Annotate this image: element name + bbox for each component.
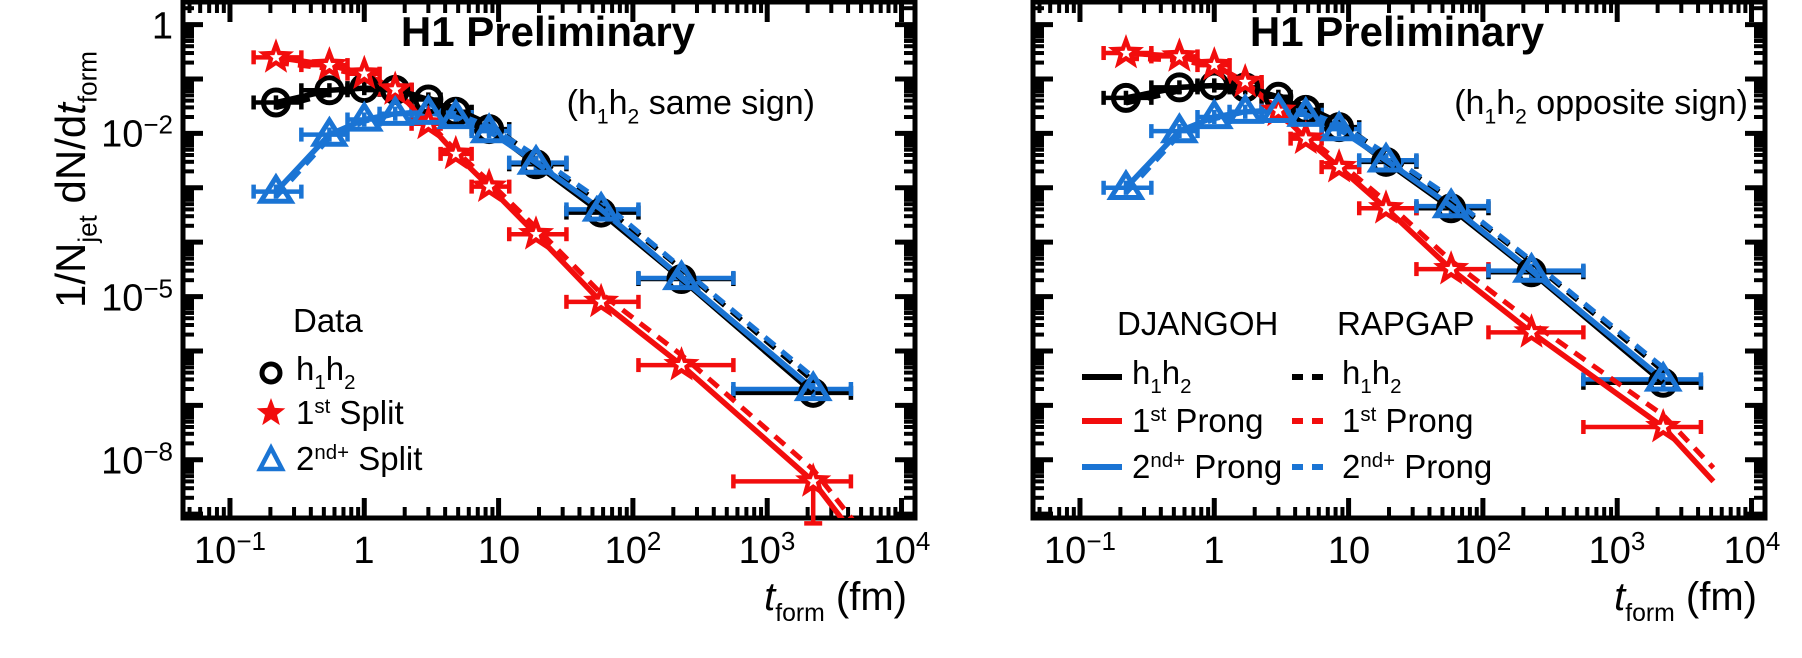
x-tick-label: 104 — [1723, 526, 1781, 572]
x-tick-label: 103 — [738, 526, 796, 572]
x-tick-label: 102 — [1454, 526, 1512, 572]
legend-header-rapgap: RAPGAP — [1337, 305, 1475, 342]
legend-entry-label: h1h2 — [296, 350, 356, 395]
circle-marker-icon — [259, 361, 283, 385]
panel-title-right: H1 Preliminary — [1249, 8, 1545, 55]
legend-row-2nd-prong-rapgap: 2nd+ Prong — [1290, 448, 1492, 486]
star-marker-icon — [256, 398, 286, 426]
legend-row-label: h1h2 — [1132, 354, 1192, 399]
legend-entry-h1h2: h1h2 — [252, 350, 355, 395]
plot-panel-0 — [180, 0, 918, 526]
x-axis-title-left: tform (fm) — [764, 575, 907, 628]
dashed-line-swatch-icon — [1292, 464, 1332, 470]
y-tick-label: 1 — [151, 5, 173, 48]
legend-row-2nd-prong: 2nd+ Prong — [1080, 448, 1282, 486]
legend-entry-label: 1st Split — [296, 394, 404, 431]
legend-entry-2nd-split: 2nd+ Split — [252, 440, 422, 478]
x-axis-title-right: tform (fm) — [1614, 575, 1757, 628]
x-tick-label: 10−1 — [1044, 526, 1116, 572]
legend-row-label: h1h2 — [1342, 354, 1402, 399]
x-tick-label: 104 — [873, 526, 931, 572]
legend-row-h1h2: h1h2 — [1080, 354, 1191, 399]
dashed-line-swatch-icon — [1292, 418, 1332, 424]
solid-line-swatch-icon — [1082, 373, 1122, 380]
plot-frame — [1030, 0, 1768, 521]
series-markers-triangle — [1106, 91, 1683, 392]
series-markers-star — [1107, 34, 1682, 443]
legend-row-1st-prong-rapgap: 1st Prong — [1290, 402, 1474, 440]
x-tick-label: 10−1 — [194, 526, 266, 572]
x-tick-label: 103 — [1588, 526, 1646, 572]
dashed-curve — [1124, 106, 1665, 370]
plot-panel-1 — [1030, 0, 1768, 521]
y-tick-label: 10−2 — [101, 109, 173, 156]
legend-row-label: 1st Prong — [1342, 402, 1474, 439]
legend-header-djangoh: DJANGOH — [1117, 305, 1279, 342]
axis-ticks — [1033, 2, 1765, 519]
dashed-curve — [1125, 55, 1716, 470]
y-tick-label: 10−5 — [101, 273, 173, 320]
solid-line-swatch-icon — [1082, 418, 1122, 424]
x-tick-label: 1 — [1203, 530, 1225, 572]
legend-row-h1h2-rapgap: h1h2 — [1290, 354, 1401, 399]
series-markers-triangle — [256, 93, 833, 402]
dashed-line-swatch-icon — [1292, 373, 1332, 380]
y-tick-label: 10−8 — [101, 436, 173, 483]
x-tick-label: 1 — [353, 530, 375, 572]
x-tick-label: 102 — [604, 526, 662, 572]
legend-entry-1st-split: 1st Split — [252, 394, 404, 432]
legend-row-1st-prong: 1st Prong — [1080, 402, 1264, 440]
solid-line-swatch-icon — [1082, 464, 1122, 470]
y-axis-title: 1/Njet dN/dtform — [47, 51, 103, 308]
x-tick-label: 10 — [1327, 530, 1371, 572]
error-bars — [1101, 103, 1704, 387]
legend-entry-label: 2nd+ Split — [296, 440, 423, 477]
legend-header-data: Data — [293, 302, 363, 339]
dashed-curve — [275, 60, 855, 518]
panel-subtitle-right: (h1h2 opposite sign) — [1454, 84, 1748, 129]
plot-frame — [180, 0, 918, 521]
dashed-curve — [274, 108, 815, 380]
legend-row-label: 2nd+ Prong — [1132, 448, 1283, 485]
legend-row-label: 1st Prong — [1132, 402, 1264, 439]
panel-title-left: H1 Preliminary — [400, 8, 696, 55]
triangle-marker-icon — [256, 443, 286, 472]
legend-row-label: 2nd+ Prong — [1342, 448, 1493, 485]
x-tick-label: 10 — [477, 530, 521, 572]
panel-subtitle-left: (h1h2 same sign) — [566, 84, 815, 129]
